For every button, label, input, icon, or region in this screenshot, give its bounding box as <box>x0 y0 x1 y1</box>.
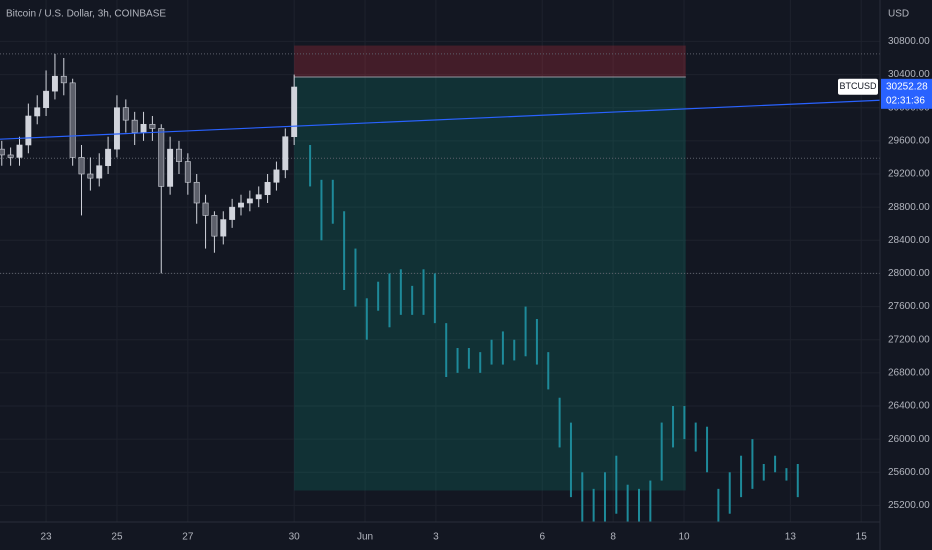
candle-body <box>43 90 50 109</box>
candle-body <box>211 215 218 237</box>
y-tick-label: 27200.00 <box>888 334 930 345</box>
candle-body <box>105 148 112 167</box>
candle-body <box>176 148 182 162</box>
y-tick-label: 26400.00 <box>888 401 930 412</box>
x-tick-label: 25 <box>111 532 123 543</box>
symbol-label: BTCUSD <box>839 81 877 91</box>
candle-body <box>16 144 23 158</box>
candle-body <box>78 157 85 175</box>
x-tick-label: 10 <box>678 532 690 543</box>
y-tick-label: 25200.00 <box>888 500 930 511</box>
candle-body <box>229 206 236 220</box>
candle-body <box>113 107 120 150</box>
candle-body <box>60 75 67 84</box>
candle-body <box>25 115 32 146</box>
candle-body <box>246 198 253 204</box>
candle-body <box>51 75 58 92</box>
candle-body <box>122 107 129 121</box>
candle-body <box>96 165 103 179</box>
y-tick-label: 29200.00 <box>888 169 930 180</box>
candle-body <box>193 181 200 204</box>
x-tick-label: 30 <box>289 532 301 543</box>
x-tick-label: 23 <box>41 532 53 543</box>
trend-line <box>0 99 880 140</box>
candle-body <box>202 202 209 216</box>
y-tick-label: 25600.00 <box>888 467 930 478</box>
y-tick-label: 27600.00 <box>888 301 930 312</box>
candle-body <box>273 169 280 183</box>
x-tick-label: Jun <box>357 532 373 543</box>
candle-body <box>131 119 138 133</box>
candle-body <box>87 173 94 179</box>
candle-body <box>69 82 76 158</box>
y-tick-label: 30400.00 <box>888 69 930 80</box>
candle-body <box>158 128 165 187</box>
candle-body <box>0 148 5 156</box>
price-box <box>881 78 932 109</box>
y-tick-label: 28400.00 <box>888 235 930 246</box>
candle-body <box>255 194 262 200</box>
y-tick-label: 30800.00 <box>888 36 930 47</box>
candle-body <box>167 148 174 187</box>
x-tick-label: 15 <box>856 532 868 543</box>
candle-body <box>7 154 14 158</box>
plot-area <box>0 0 880 522</box>
y-tick-label: 26000.00 <box>888 434 930 445</box>
candle-body <box>184 161 191 183</box>
price-label: 30252.28 <box>886 81 928 92</box>
x-tick-label: 13 <box>785 532 797 543</box>
stop-zone <box>294 45 686 78</box>
y-tick-label: 28800.00 <box>888 202 930 213</box>
candle-body <box>140 123 147 133</box>
x-tick-label: 6 <box>539 532 545 543</box>
candle-body <box>291 86 298 138</box>
candle-body <box>34 107 41 117</box>
chart-title: Bitcoin / U.S. Dollar, 3h, COINBASE <box>6 9 166 20</box>
y-tick-label: 29600.00 <box>888 135 930 146</box>
x-tick-label: 3 <box>433 532 439 543</box>
y-tick-label: 26800.00 <box>888 367 930 378</box>
candle-body <box>264 181 271 196</box>
symbol-box <box>838 78 878 95</box>
x-tick-label: 27 <box>182 532 194 543</box>
candle-body <box>282 136 289 171</box>
candle-body <box>238 202 244 208</box>
candle-body <box>149 123 156 129</box>
axis-unit: USD <box>888 9 909 20</box>
candle-body <box>220 219 227 237</box>
y-tick-label: 28000.00 <box>888 268 930 279</box>
target-zone <box>294 77 686 491</box>
countdown-label: 02:31:36 <box>886 95 925 106</box>
x-tick-label: 8 <box>610 532 616 543</box>
